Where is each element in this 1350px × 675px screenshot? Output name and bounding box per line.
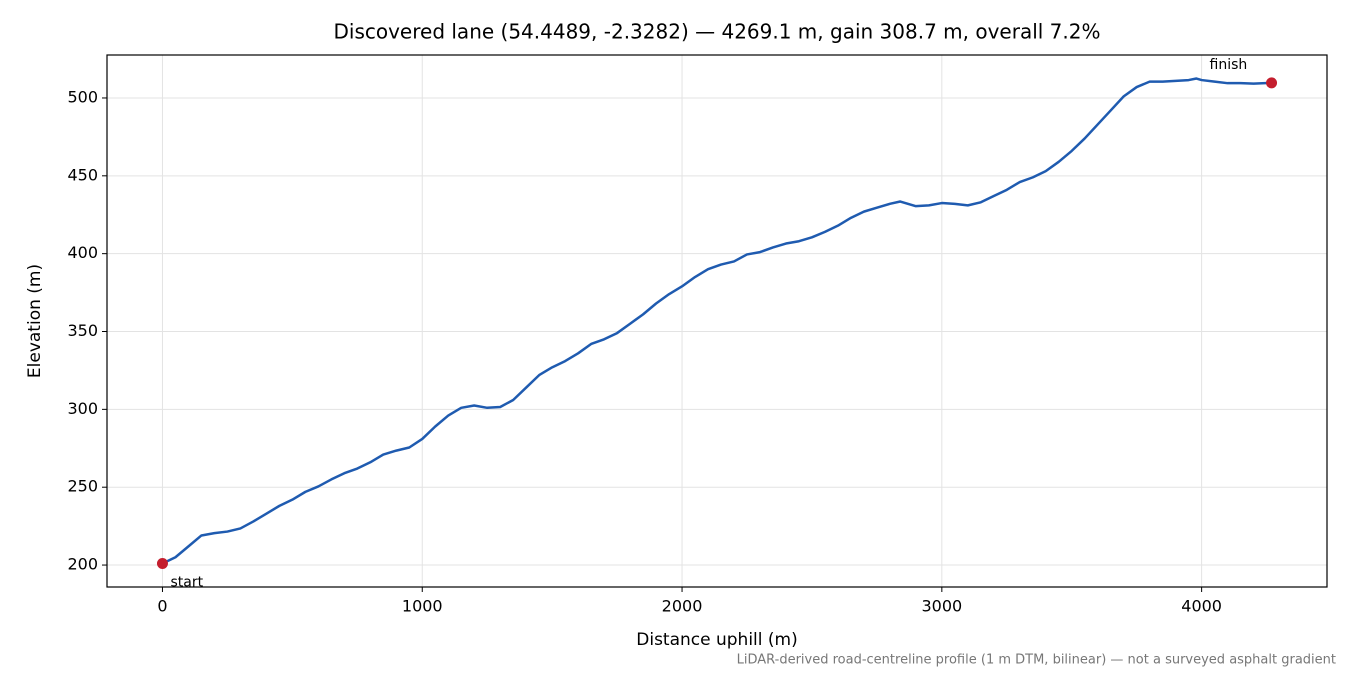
y-axis-label: Elevation (m) xyxy=(25,264,45,378)
x-tick-label: 2000 xyxy=(662,597,703,616)
x-axis-label: Distance uphill (m) xyxy=(636,630,797,650)
x-tick-label: 4000 xyxy=(1181,597,1222,616)
chart-title: Discovered lane (54.4489, -2.3282) — 426… xyxy=(333,20,1100,44)
endpoint-marker xyxy=(1266,77,1278,89)
y-tick-label: 450 xyxy=(67,165,98,184)
elevation-line xyxy=(161,77,1272,565)
y-tick-label: 250 xyxy=(67,477,98,496)
y-tick-label: 400 xyxy=(67,243,98,262)
annotation-label: finish xyxy=(1210,57,1248,73)
y-tick-label: 200 xyxy=(67,555,98,574)
x-tick-label: 3000 xyxy=(921,597,962,616)
y-tick-label: 500 xyxy=(67,87,98,106)
y-tick-label: 300 xyxy=(67,399,98,418)
footnote: LiDAR-derived road-centreline profile (1… xyxy=(737,653,1336,668)
plot-frame xyxy=(106,54,1328,588)
x-tick-label: 1000 xyxy=(402,597,443,616)
y-tick-label: 350 xyxy=(67,321,98,340)
endpoint-marker xyxy=(156,557,168,569)
annotation-label: start xyxy=(170,574,203,590)
x-tick-label: 0 xyxy=(157,597,167,616)
